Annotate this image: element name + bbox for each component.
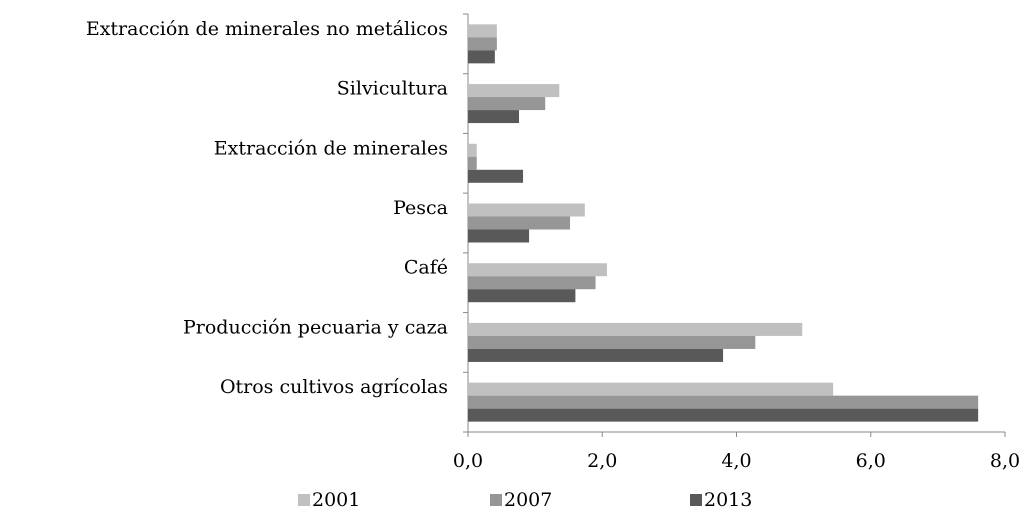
bar [468, 37, 497, 51]
bar [468, 289, 576, 303]
category-label: Pesca [393, 197, 448, 219]
bar [468, 263, 607, 277]
x-tick-label: 0,0 [453, 450, 483, 472]
bar [468, 84, 560, 98]
bar [468, 335, 756, 349]
bar [468, 276, 596, 290]
x-tick-label: 6,0 [856, 450, 886, 472]
legend-label: 2013 [704, 489, 752, 511]
category-label: Producción pecuaria y caza [183, 316, 448, 338]
legend-swatch [490, 494, 502, 506]
bar [468, 110, 520, 124]
x-tick-label: 2,0 [587, 450, 617, 472]
category-label: Extracción de minerales no metálicos [86, 18, 448, 40]
bar [468, 216, 571, 230]
bar [468, 348, 724, 362]
legend-label: 2007 [504, 489, 552, 511]
bar [468, 156, 477, 170]
bar [468, 24, 497, 38]
category-label: Café [404, 257, 448, 279]
bar [468, 143, 477, 157]
bar [468, 408, 979, 422]
bar [468, 97, 546, 111]
bar [468, 203, 585, 217]
legend-swatch [690, 494, 702, 506]
legend-swatch [298, 494, 310, 506]
category-label: Extracción de minerales [214, 137, 448, 159]
bar [468, 395, 979, 409]
bar [468, 229, 530, 243]
bar [468, 382, 834, 396]
bar [468, 169, 524, 183]
category-label: Otros cultivos agrícolas [220, 376, 448, 398]
x-tick-label: 8,0 [990, 450, 1020, 472]
bar [468, 50, 495, 64]
legend-label: 2001 [312, 489, 360, 511]
x-tick-label: 4,0 [721, 450, 751, 472]
bar [468, 322, 803, 336]
category-label: Silvicultura [337, 78, 448, 100]
